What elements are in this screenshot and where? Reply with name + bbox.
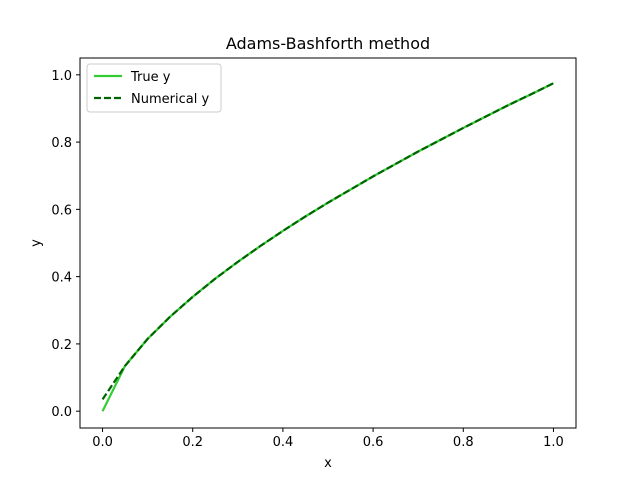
legend: True y Numerical y [86, 63, 222, 113]
x-axis-ticks: 0.0 0.2 0.4 0.6 0.8 1.0 [92, 428, 564, 450]
x-tick-label: 0.4 [273, 435, 294, 450]
x-axis-label: x [324, 456, 332, 471]
x-tick-label: 0.2 [182, 435, 203, 450]
plot-area [101, 82, 554, 412]
x-tick-label: 0.8 [453, 435, 474, 450]
legend-label-numerical-y: Numerical y [131, 92, 209, 107]
legend-label-true-y: True y [130, 70, 171, 85]
y-axis-label: y [29, 239, 44, 247]
y-tick-label: 1.0 [51, 69, 72, 84]
axes-frame [79, 57, 577, 429]
chart-title: Adams-Bashforth method [226, 34, 430, 53]
y-tick-label: 0.6 [51, 203, 72, 218]
x-tick-label: 0.6 [363, 435, 384, 450]
series-layer [101, 82, 554, 412]
y-tick-label: 0.4 [51, 271, 72, 286]
y-axis-ticks: 0.0 0.2 0.4 0.6 0.8 1.0 [51, 69, 80, 420]
x-tick-label: 0.0 [92, 435, 113, 450]
y-tick-label: 0.8 [51, 136, 72, 151]
series-line-numerical-y [101, 82, 554, 401]
x-tick-label: 1.0 [543, 435, 564, 450]
y-tick-label: 0.2 [51, 338, 72, 353]
y-tick-label: 0.0 [51, 405, 72, 420]
